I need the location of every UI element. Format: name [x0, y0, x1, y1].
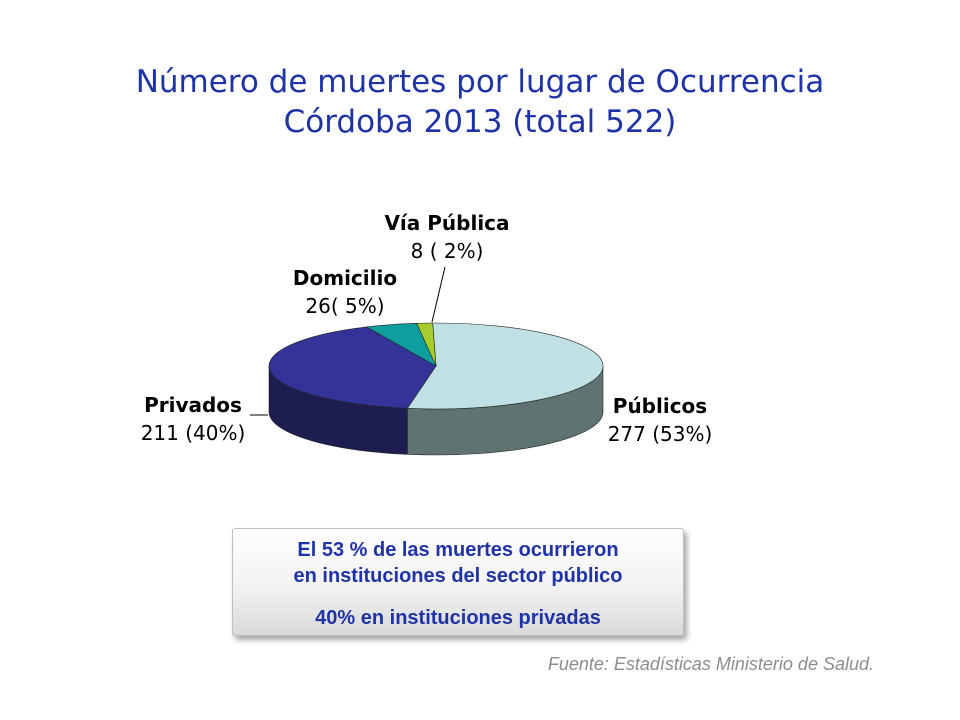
leader-line-via-publica — [431, 266, 446, 323]
callout-line-2: en instituciones del sector público — [293, 565, 623, 587]
slice-label-publicos: Públicos — [613, 394, 707, 418]
chart-title: Número de muertes por lugar de Ocurrenci… — [0, 62, 960, 142]
callout-line-1: El 53 % de las muertes ocurrieron — [297, 539, 619, 561]
slice-value-via-publica: 8 ( 2%) — [411, 239, 484, 263]
pie-slice-publicos — [406, 322, 604, 410]
chart-title-line-1: Número de muertes por lugar de Ocurrenci… — [135, 64, 825, 100]
pie-slice-privados — [268, 326, 437, 409]
slice-value-publicos: 277 (53%) — [608, 422, 713, 446]
source-note: Fuente: Estadísticas Ministerio de Salud… — [547, 654, 874, 674]
leader-lines — [250, 266, 446, 416]
slice-label-domicilio: Domicilio — [293, 266, 397, 290]
slice-value-domicilio: 26( 5%) — [305, 294, 384, 318]
callout-line-3: 40% en instituciones privadas — [315, 607, 601, 629]
pie-slice-via-publica — [416, 322, 437, 367]
slice-labels: Públicos 277 (53%) Privados 211 (40%) Domici… — [141, 211, 713, 446]
slice-label-privados: Privados — [144, 393, 242, 417]
slice-label-via-publica: Vía Pública — [384, 211, 509, 235]
slice-value-privados: 211 (40%) — [141, 421, 246, 445]
chart-title-line-2: Córdoba 2013 (total 522) — [283, 104, 677, 140]
summary-callout: El 53 % de las muertes ocurrieron en ins… — [232, 528, 684, 636]
pie-tops — [268, 322, 604, 410]
